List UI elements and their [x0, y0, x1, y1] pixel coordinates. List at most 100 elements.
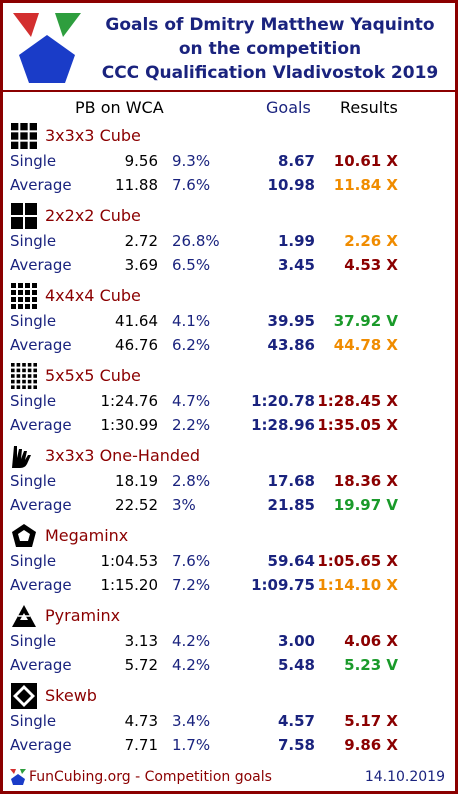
result-value: 4.53 X	[344, 256, 398, 274]
result-row-single: Single 4.73 3.4% 4.57 5.17 X	[0, 709, 458, 733]
goal-value: 5.48	[277, 656, 315, 674]
skewb-icon	[10, 682, 38, 710]
row-label: Single	[10, 232, 57, 250]
cube-5x5-icon	[10, 362, 38, 390]
result-row-single: Single 1:04.53 7.6% 59.64 1:05.65 X	[0, 549, 458, 573]
result-row-average: Average 3.69 6.5% 3.45 4.53 X	[0, 253, 458, 277]
row-label: Single	[10, 552, 57, 570]
cube-2x2-icon	[10, 202, 38, 230]
event-title: Skewb	[45, 686, 97, 705]
goal-value: 1:28.96	[251, 416, 315, 434]
goal-value: 43.86	[267, 336, 315, 354]
goal-value: 10.98	[267, 176, 315, 194]
column-header-results: Results	[340, 98, 398, 117]
goal-value: 39.95	[267, 312, 315, 330]
row-label: Average	[10, 736, 72, 754]
pb-value: 1:15.20	[100, 576, 158, 594]
result-value: 1:14.10 X	[317, 576, 398, 594]
improvement-percent: 6.5%	[172, 256, 211, 274]
result-value: 1:35.05 X	[317, 416, 398, 434]
column-header-pb: PB on WCA	[75, 98, 164, 117]
pb-value: 7.71	[124, 736, 158, 754]
row-label: Single	[10, 632, 57, 650]
result-value: 9.86 X	[344, 736, 398, 754]
pb-value: 2.72	[124, 232, 158, 250]
pb-value: 4.73	[124, 712, 158, 730]
result-row-single: Single 3.13 4.2% 3.00 4.06 X	[0, 629, 458, 653]
row-label: Single	[10, 392, 57, 410]
result-row-average: Average 7.71 1.7% 7.58 9.86 X	[0, 733, 458, 757]
goal-value: 4.57	[277, 712, 315, 730]
improvement-percent: 7.6%	[172, 176, 211, 194]
pb-value: 41.64	[115, 312, 158, 330]
pb-value: 46.76	[115, 336, 158, 354]
pb-value: 1:24.76	[100, 392, 158, 410]
improvement-percent: 26.8%	[172, 232, 220, 250]
result-value: 4.06 X	[344, 632, 398, 650]
goal-value: 1:09.75	[251, 576, 315, 594]
goal-value: 8.67	[277, 152, 315, 170]
pb-value: 5.72	[124, 656, 158, 674]
row-label: Average	[10, 256, 72, 274]
row-label: Single	[10, 712, 57, 730]
row-label: Single	[10, 312, 57, 330]
goal-value: 7.58	[277, 736, 315, 754]
pyraminx-icon	[10, 602, 38, 630]
cube-3x3-icon	[10, 122, 38, 150]
result-row-average: Average 1:30.99 2.2% 1:28.96 1:35.05 X	[0, 413, 458, 437]
funcubing-small-logo-icon	[10, 769, 26, 785]
result-value: 1:05.65 X	[317, 552, 398, 570]
result-row-single: Single 9.56 9.3% 8.67 10.61 X	[0, 149, 458, 173]
pb-value: 11.88	[115, 176, 158, 194]
goal-value: 17.68	[267, 472, 315, 490]
result-row-average: Average 1:15.20 7.2% 1:09.75 1:14.10 X	[0, 573, 458, 597]
row-label: Average	[10, 176, 72, 194]
goal-value: 3.45	[277, 256, 315, 274]
result-value: 11.84 X	[333, 176, 398, 194]
footer-text: FunCubing.org - Competition goals	[29, 769, 272, 785]
page-title: Goals of Dmitry Matthew Yaquinto on the …	[87, 13, 453, 85]
footer-date: 14.10.2019	[364, 769, 445, 785]
row-label: Average	[10, 336, 72, 354]
result-row-single: Single 2.72 26.8% 1.99 2.26 X	[0, 229, 458, 253]
pb-value: 3.69	[124, 256, 158, 274]
event-title: Megaminx	[45, 526, 129, 545]
event-title: 5x5x5 Cube	[45, 366, 141, 385]
header-divider	[3, 90, 455, 92]
result-row-average: Average 22.52 3% 21.85 19.97 V	[0, 493, 458, 517]
footer: FunCubing.org - Competition goals 14.10.…	[3, 765, 455, 791]
result-value: 44.78 X	[333, 336, 398, 354]
result-row-average: Average 11.88 7.6% 10.98 11.84 X	[0, 173, 458, 197]
improvement-percent: 6.2%	[172, 336, 211, 354]
one-handed-icon	[10, 442, 38, 470]
header: Goals of Dmitry Matthew Yaquinto on the …	[3, 3, 455, 91]
row-label: Single	[10, 472, 57, 490]
pb-value: 1:30.99	[100, 416, 158, 434]
improvement-percent: 4.1%	[172, 312, 211, 330]
result-value: 18.36 X	[333, 472, 398, 490]
event-title: 4x4x4 Cube	[45, 286, 141, 305]
improvement-percent: 9.3%	[172, 152, 211, 170]
improvement-percent: 1.7%	[172, 736, 211, 754]
improvement-percent: 3.4%	[172, 712, 211, 730]
pb-value: 9.56	[124, 152, 158, 170]
column-header-goals: Goals	[266, 98, 311, 117]
result-value: 10.61 X	[333, 152, 398, 170]
improvement-percent: 2.8%	[172, 472, 211, 490]
event-title: 3x3x3 Cube	[45, 126, 141, 145]
result-value: 1:28.45 X	[317, 392, 398, 410]
cube-4x4-icon	[10, 282, 38, 310]
result-row-single: Single 1:24.76 4.7% 1:20.78 1:28.45 X	[0, 389, 458, 413]
pb-value: 1:04.53	[100, 552, 158, 570]
improvement-percent: 2.2%	[172, 416, 211, 434]
funcubing-logo-icon	[13, 13, 81, 83]
row-label: Average	[10, 496, 72, 514]
row-label: Average	[10, 576, 72, 594]
result-row-average: Average 5.72 4.2% 5.48 5.23 V	[0, 653, 458, 677]
result-value: 5.17 X	[344, 712, 398, 730]
result-row-single: Single 41.64 4.1% 39.95 37.92 V	[0, 309, 458, 333]
title-line-3: CCC Qualification Vladivostok 2019	[101, 63, 439, 83]
goal-value: 1:20.78	[251, 392, 315, 410]
goal-value: 21.85	[267, 496, 315, 514]
